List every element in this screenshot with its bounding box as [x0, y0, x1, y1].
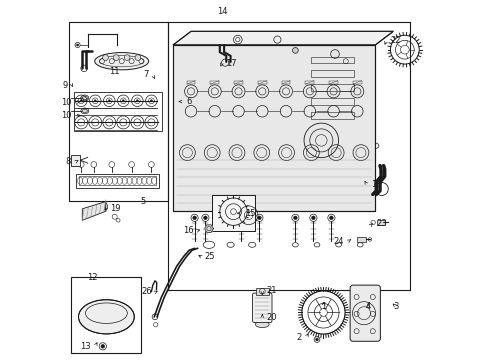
Bar — [357, 237, 366, 242]
Circle shape — [113, 55, 119, 60]
Ellipse shape — [100, 202, 107, 211]
Bar — [76, 174, 159, 188]
Text: 9: 9 — [63, 81, 68, 90]
Bar — [329, 81, 338, 84]
Text: 18: 18 — [371, 180, 382, 189]
Polygon shape — [173, 45, 375, 211]
Text: 8: 8 — [65, 157, 71, 166]
Bar — [353, 81, 362, 84]
Circle shape — [294, 216, 297, 220]
Circle shape — [94, 100, 97, 102]
Polygon shape — [82, 202, 106, 220]
Bar — [72, 277, 141, 353]
Bar — [311, 71, 354, 77]
Text: 14: 14 — [218, 7, 228, 16]
Bar — [258, 81, 267, 84]
Bar — [173, 45, 375, 211]
Text: 16: 16 — [183, 226, 194, 235]
Circle shape — [316, 338, 318, 341]
Circle shape — [193, 216, 196, 220]
Bar — [311, 57, 354, 63]
Text: 19: 19 — [110, 204, 121, 213]
FancyBboxPatch shape — [350, 285, 380, 341]
Text: 2: 2 — [296, 333, 302, 342]
Text: 5: 5 — [141, 197, 146, 206]
Circle shape — [101, 345, 104, 348]
Circle shape — [122, 100, 124, 102]
Bar — [256, 288, 269, 295]
Circle shape — [312, 216, 315, 220]
Text: 21: 21 — [267, 287, 277, 295]
Text: 3: 3 — [393, 302, 399, 311]
Bar — [79, 176, 156, 185]
Text: 24: 24 — [334, 237, 344, 246]
Bar — [305, 81, 314, 84]
Circle shape — [293, 48, 298, 53]
Bar — [282, 81, 291, 84]
Circle shape — [330, 216, 333, 220]
Text: 10: 10 — [61, 98, 72, 107]
Circle shape — [240, 216, 243, 220]
Text: 11: 11 — [109, 67, 120, 76]
Text: 22: 22 — [391, 36, 401, 45]
Text: 17: 17 — [226, 58, 237, 68]
Circle shape — [76, 44, 79, 46]
Circle shape — [150, 100, 152, 102]
Bar — [212, 195, 255, 231]
Bar — [187, 81, 196, 84]
Text: 4: 4 — [366, 302, 371, 311]
Circle shape — [80, 100, 82, 102]
Text: 12: 12 — [87, 274, 97, 282]
FancyBboxPatch shape — [252, 293, 272, 323]
Bar — [234, 81, 243, 84]
Text: 10: 10 — [61, 111, 72, 120]
Bar — [377, 220, 385, 225]
Text: 13: 13 — [80, 342, 91, 351]
Circle shape — [102, 55, 108, 60]
Bar — [311, 98, 354, 105]
Bar — [210, 81, 219, 84]
Ellipse shape — [255, 321, 269, 328]
Text: 1: 1 — [321, 302, 326, 311]
Polygon shape — [173, 31, 393, 45]
Text: 26: 26 — [142, 287, 152, 296]
Text: 20: 20 — [267, 313, 277, 322]
Ellipse shape — [81, 95, 89, 101]
Circle shape — [258, 216, 261, 220]
Bar — [311, 84, 354, 91]
Circle shape — [204, 216, 207, 220]
Bar — [69, 22, 168, 201]
Circle shape — [124, 55, 130, 60]
Text: 15: 15 — [245, 209, 255, 217]
Text: 25: 25 — [205, 252, 215, 261]
Ellipse shape — [81, 108, 89, 114]
Text: 23: 23 — [376, 219, 387, 228]
Bar — [311, 112, 354, 119]
Bar — [74, 92, 162, 131]
Circle shape — [135, 55, 141, 60]
Bar — [72, 155, 80, 166]
Text: 6: 6 — [187, 97, 192, 106]
Circle shape — [136, 100, 139, 102]
Ellipse shape — [95, 53, 148, 70]
Ellipse shape — [78, 300, 134, 334]
Polygon shape — [205, 225, 213, 232]
Circle shape — [108, 100, 110, 102]
Text: 7: 7 — [143, 71, 148, 79]
